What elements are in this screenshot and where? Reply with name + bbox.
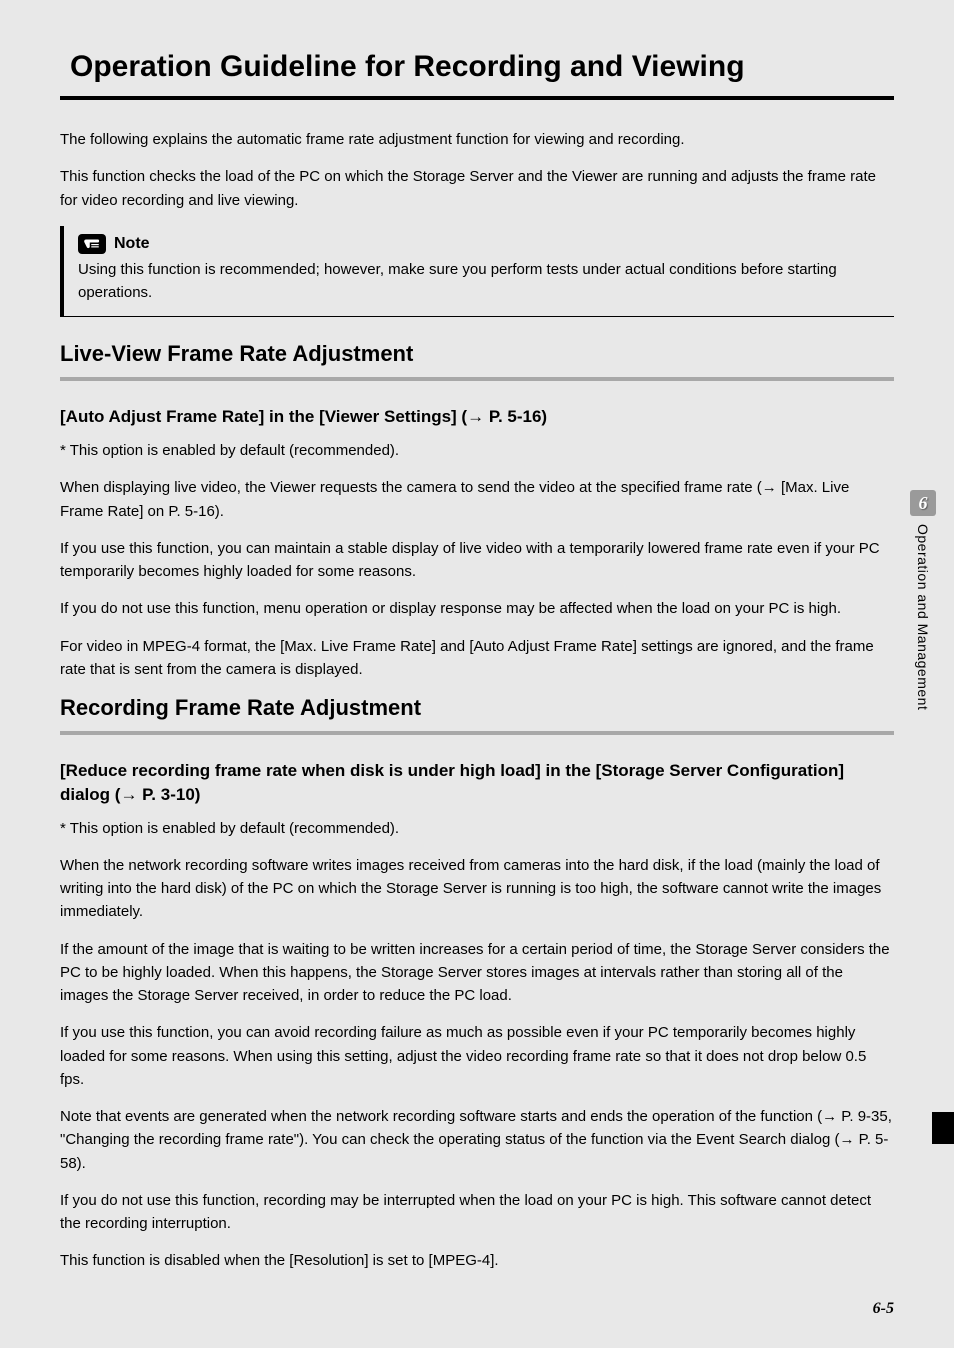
section-title-recording: Recording Frame Rate Adjustment <box>60 695 894 721</box>
note-label: Note <box>114 235 150 253</box>
body-paragraph: If you use this function, you can avoid … <box>60 1021 894 1091</box>
body-paragraph: * This option is enabled by default (rec… <box>60 439 894 462</box>
body-paragraph: If you do not use this function, recordi… <box>60 1189 894 1236</box>
side-marker <box>932 1112 954 1144</box>
section-rule <box>60 377 894 381</box>
note-text: Using this function is recommended; howe… <box>78 258 894 305</box>
sub-title: [Reduce recording frame rate when disk i… <box>60 759 894 807</box>
body-paragraph: If the amount of the image that is waiti… <box>60 938 894 1008</box>
side-label: Operation and Management <box>915 524 931 710</box>
body-paragraph: * This option is enabled by default (rec… <box>60 817 894 840</box>
note-box: Note Using this function is recommended;… <box>60 226 894 318</box>
section-rule <box>60 731 894 735</box>
body-paragraph: If you use this function, you can mainta… <box>60 537 894 584</box>
body-paragraph: When displaying live video, the Viewer r… <box>60 476 894 523</box>
side-tab: 6 Operation and Management <box>910 490 936 710</box>
intro-paragraph: This function checks the load of the PC … <box>60 165 894 212</box>
page-title: Operation Guideline for Recording and Vi… <box>60 50 894 84</box>
title-block: Operation Guideline for Recording and Vi… <box>60 50 894 100</box>
chapter-badge: 6 <box>910 490 936 516</box>
body-paragraph: When the network recording software writ… <box>60 854 894 924</box>
body-paragraph: For video in MPEG-4 format, the [Max. Li… <box>60 635 894 682</box>
section-title-live-view: Live-View Frame Rate Adjustment <box>60 341 894 367</box>
section-body: [Auto Adjust Frame Rate] in the [Viewer … <box>60 405 894 681</box>
sub-title: [Auto Adjust Frame Rate] in the [Viewer … <box>60 405 894 429</box>
page-number: 6-5 <box>873 1300 894 1318</box>
intro-block: The following explains the automatic fra… <box>60 128 894 212</box>
note-icon <box>78 234 106 254</box>
body-paragraph: This function is disabled when the [Reso… <box>60 1249 894 1272</box>
note-header: Note <box>78 234 894 254</box>
body-paragraph: If you do not use this function, menu op… <box>60 597 894 620</box>
intro-paragraph: The following explains the automatic fra… <box>60 128 894 151</box>
section-body: [Reduce recording frame rate when disk i… <box>60 759 894 1273</box>
body-paragraph: Note that events are generated when the … <box>60 1105 894 1175</box>
document-page: Operation Guideline for Recording and Vi… <box>0 0 954 1317</box>
